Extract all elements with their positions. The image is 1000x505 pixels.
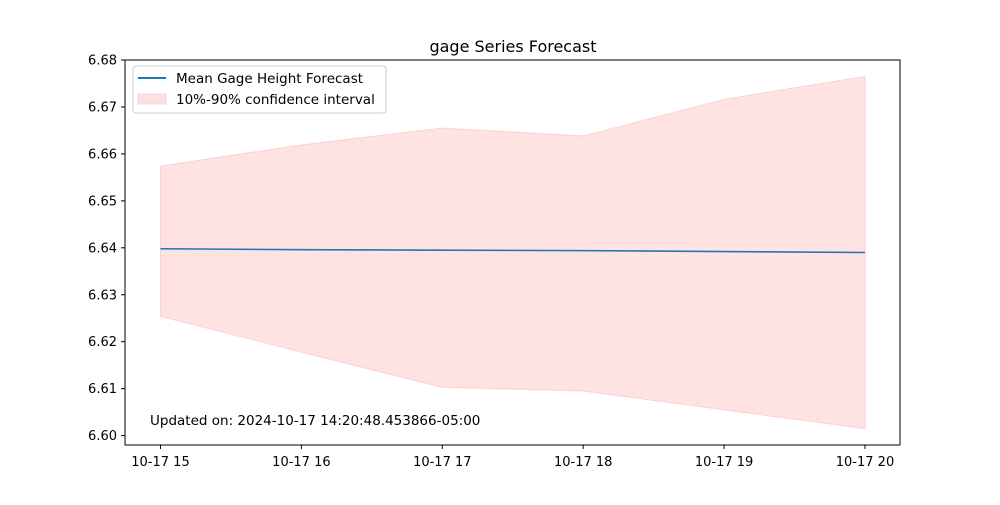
legend-swatch-confidence-band <box>137 93 167 105</box>
y-tick-label: 6.68 <box>88 54 117 69</box>
y-tick-label: 6.63 <box>88 288 117 303</box>
legend-box <box>132 65 387 114</box>
x-tick-label: 10-17 16 <box>272 455 330 470</box>
y-tick-label: 6.66 <box>88 147 117 162</box>
confidence-band <box>160 75 866 430</box>
mean-forecast-line <box>160 247 866 254</box>
x-tick-label: 10-17 18 <box>554 455 612 470</box>
y-tick-label: 6.67 <box>88 100 117 115</box>
legend: Mean Gage Height Forecast 10%-90% confid… <box>132 65 387 114</box>
y-tick-label: 6.64 <box>88 241 117 256</box>
plot-area <box>160 75 866 430</box>
legend-label-confidence: 10%-90% confidence interval <box>176 92 375 108</box>
axes: 6.60 6.61 6.62 6.63 6.64 6.65 6.66 6.67 6.68 10-1… <box>88 54 901 470</box>
y-tick-label: 6.62 <box>88 335 117 350</box>
chart-title: gage Series Forecast <box>429 37 596 56</box>
legend-label-mean: Mean Gage Height Forecast <box>176 71 363 87</box>
updated-on-annotation: Updated on: 2024-10-17 14:20:48.453866-0… <box>150 413 480 429</box>
y-tick-label: 6.60 <box>88 429 117 444</box>
y-tick-label: 6.65 <box>88 194 117 209</box>
x-tick-label: 10-17 17 <box>413 455 471 470</box>
x-tick-label: 10-17 15 <box>131 455 189 470</box>
axes-frame <box>124 59 901 446</box>
x-tick-label: 10-17 19 <box>695 455 753 470</box>
x-tick-label: 10-17 20 <box>836 455 894 470</box>
y-tick-label: 6.61 <box>88 382 117 397</box>
